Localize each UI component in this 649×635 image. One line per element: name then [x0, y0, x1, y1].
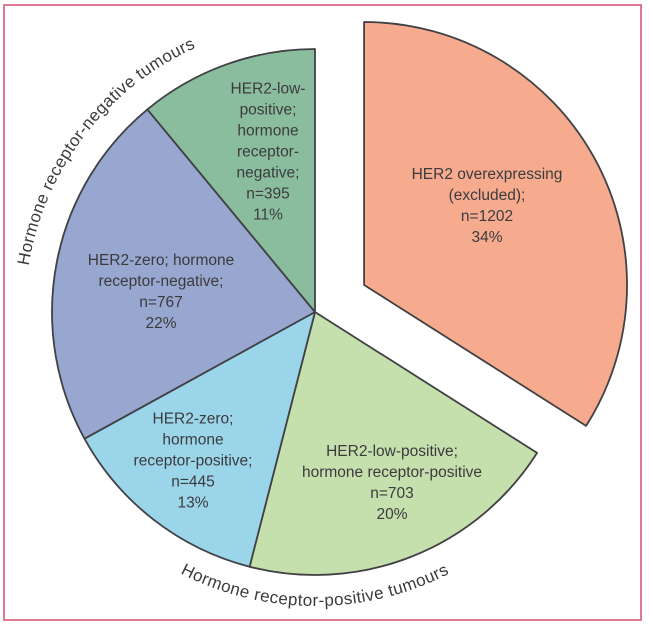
slice-label-her2-zero-hr-positive: HER2-zero; hormone receptor-positive; n=…: [133, 410, 253, 512]
pie-slice-her2-low-positive-hormone-receptor-positive: [248, 311, 538, 576]
pie-slice-her2-overexpressing-excluded: [363, 21, 628, 427]
pie-slice-her2-zero-hormone-receptor-negative: [51, 108, 316, 440]
slice-label-her2-low-positive-hr-positive: HER2-low-positive; hormone receptor-posi…: [301, 443, 483, 523]
slice-label-her2-overexpressing: HER2 overexpressing (excluded); n=1202 3…: [411, 166, 563, 246]
pie-slice-her2-zero-hormone-receptor-positive: [83, 311, 316, 568]
pie-slice-her2-low-positive-hormone-receptor-negative: [146, 48, 316, 313]
pie-slices-group: [51, 21, 628, 576]
slice-label-her2-zero-hr-negative: HER2-zero; hormone receptor-negative; n=…: [87, 252, 235, 332]
slice-label-her2-low-positive-hr-negative: HER2-low- positive; hormone receptor- ne…: [230, 80, 306, 224]
